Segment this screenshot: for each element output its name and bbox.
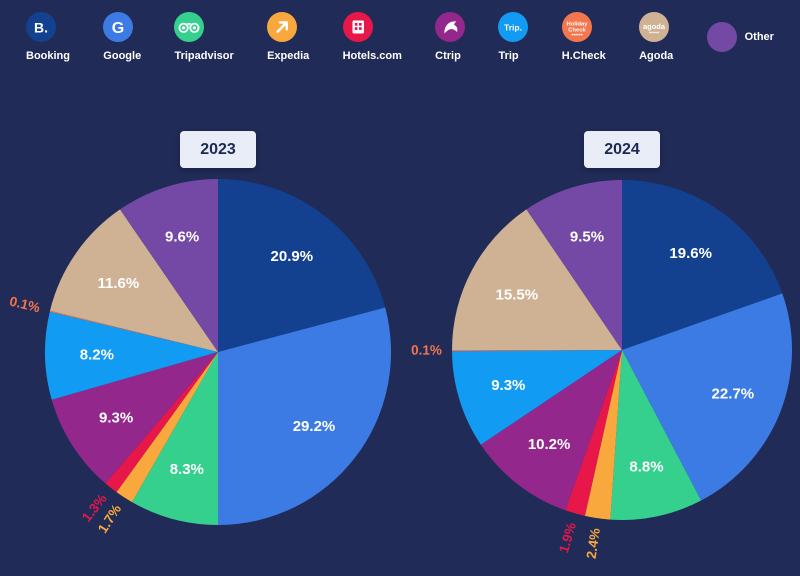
legend-label-hotels-com: Hotels.com (342, 50, 402, 62)
pie-2023: 20.9%29.2%8.3%1.7%1.3%9.3%8.2%0.1%11.6%9… (8, 179, 392, 536)
slice-label-2023-agoda: 11.6% (98, 275, 140, 292)
svg-text:G: G (112, 20, 124, 37)
pie-2024-slice-google (622, 293, 793, 501)
pie-2024: 19.6% 22.7% 8.8% 2.4% 1.9% 10.2% 9.3% 0.1% 15.5%… (411, 180, 793, 560)
legend-item-ctrip: Ctrip (435, 12, 466, 62)
google-icon: G (103, 12, 134, 42)
slice-label-2024-tripadvisor: 8.8% (629, 459, 663, 476)
slice-label-2024-hotels-com: 1.9% (556, 521, 579, 555)
pie-2024-slice-tripadvisor (610, 350, 702, 521)
legend-item-expedia: Expedia (267, 12, 309, 62)
legend-label-trip: Trip (498, 50, 519, 62)
holidaycheck-icon: Holiday Check (561, 12, 592, 42)
pie-2024-slice-trip (452, 350, 622, 445)
pie-2024-slice-expedia (584, 350, 622, 520)
svg-text:Check: Check (568, 27, 586, 33)
svg-text:agoda: agoda (643, 22, 666, 31)
slice-label-2023-booking: 20.9% (271, 248, 314, 265)
pie-2023-slice-tripadvisor (132, 352, 218, 525)
hotels-icon (342, 12, 373, 42)
pie-2023-slice-agoda (50, 209, 218, 352)
slice-label-2024-trip: 9.3% (491, 377, 525, 394)
pie-2024-slice-ctrip (480, 350, 622, 511)
other-icon (706, 22, 737, 52)
svg-text:Holiday: Holiday (566, 22, 588, 28)
legend-item-hotels-com: Hotels.com (342, 12, 402, 62)
pie-2023-slice-google (218, 307, 392, 525)
booking-icon: B. (26, 12, 56, 42)
trip-icon: Trip. (498, 12, 529, 42)
legend-item-booking: B. Booking (26, 12, 70, 62)
pie-2023-slice-hotels-com (105, 352, 218, 493)
slice-label-2023-ctrip: 9.3% (99, 409, 133, 426)
legend-label-booking: Booking (26, 50, 70, 62)
slice-label-2023-tripadvisor: 8.3% (170, 461, 204, 478)
legend-item-agoda: agoda Agoda (639, 12, 673, 62)
pie-2024-slice-booking (622, 180, 783, 350)
slice-label-2024-expedia: 2.4% (584, 527, 603, 560)
pie-2024-slice-hotels-com (565, 350, 622, 516)
pie-2023-slice-booking (218, 179, 386, 352)
slice-label-2024-google: 22.7% (712, 386, 755, 403)
year-badge-2023: 2023 (180, 131, 256, 168)
pie-2023-slice-expedia (116, 352, 218, 503)
legend-item-other: Other (706, 12, 774, 62)
legend-label-ctrip: Ctrip (435, 50, 461, 62)
year-badge-2024: 2024 (584, 131, 660, 168)
slice-label-2024-booking: 19.6% (669, 245, 712, 262)
expedia-icon (267, 12, 298, 42)
pie-2024-slice-agoda (451, 209, 622, 350)
legend-label-agoda: Agoda (639, 50, 674, 62)
agoda-icon: agoda (639, 12, 670, 42)
slice-label-2023-other: 9.6% (165, 228, 199, 245)
legend: B. Booking G Google Tripadvisor Expedia Ho… (0, 12, 800, 62)
slice-label-2023-h-check: 0.1% (8, 294, 41, 316)
legend-label-expedia: Expedia (267, 50, 310, 62)
legend-label-other: Other (744, 31, 774, 43)
pie-2023-slice-trip (45, 311, 219, 400)
pie-2023-slice-h-check (49, 310, 218, 352)
slice-label-2024-ctrip: 10.2% (528, 436, 571, 453)
slice-label-2024-h-check: 0.1% (411, 343, 442, 358)
ctrip-icon (435, 12, 466, 42)
legend-label-tripadvisor: Tripadvisor (174, 50, 234, 62)
legend-item-trip: Trip. Trip (498, 12, 529, 62)
slice-label-2023-google: 29.2% (293, 418, 336, 435)
legend-label-google: Google (103, 50, 142, 62)
slice-label-2024-other: 9.5% (570, 228, 604, 245)
svg-text:B.: B. (34, 20, 48, 36)
legend-label-h-check: H.Check (561, 50, 606, 62)
pie-2024-slice-other (526, 180, 622, 350)
slice-label-2024-agoda: 15.5% (496, 286, 539, 303)
legend-item-h-check: Holiday Check H.Check (561, 12, 606, 62)
legend-item-tripadvisor: Tripadvisor (174, 12, 234, 62)
slice-label-2023-trip: 8.2% (80, 347, 114, 364)
pie-2024-slice-h-check (451, 350, 622, 352)
pie-2023-slice-ctrip (51, 352, 219, 484)
pie-2023-slice-other (120, 179, 218, 352)
svg-text:Trip.: Trip. (504, 23, 522, 33)
legend-item-google: G Google (103, 12, 141, 62)
tripadvisor-icon (174, 12, 205, 42)
